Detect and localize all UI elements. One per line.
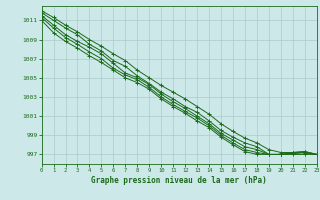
X-axis label: Graphe pression niveau de la mer (hPa): Graphe pression niveau de la mer (hPa) [91, 176, 267, 185]
